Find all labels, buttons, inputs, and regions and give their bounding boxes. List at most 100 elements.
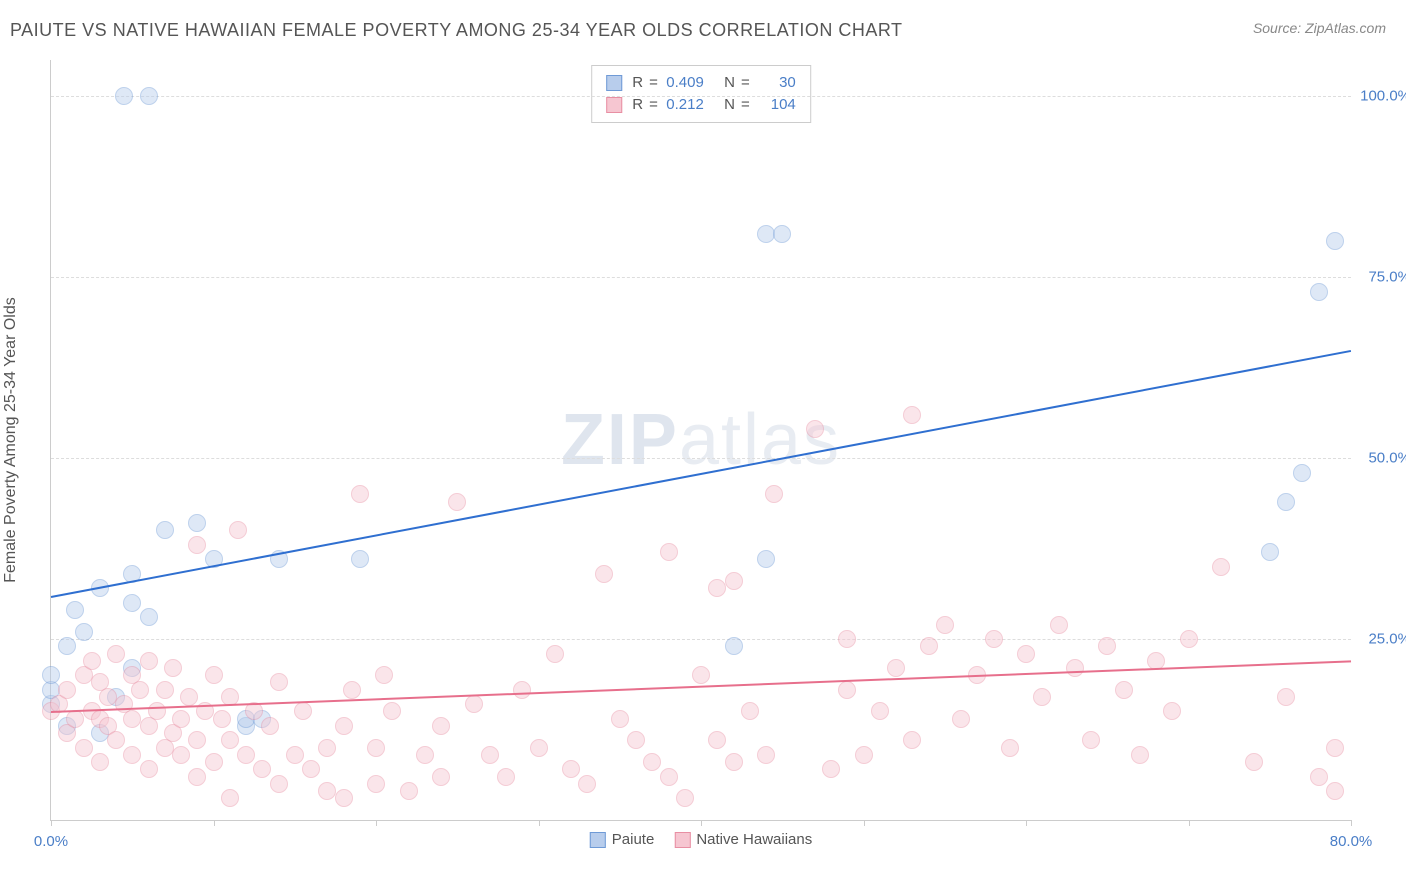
data-point [75, 739, 93, 757]
data-point [367, 739, 385, 757]
data-point [725, 637, 743, 655]
y-tick-label: 75.0% [1368, 269, 1406, 286]
y-tick-label: 50.0% [1368, 450, 1406, 467]
watermark: ZIPatlas [561, 399, 841, 481]
data-point [367, 775, 385, 793]
data-point [838, 630, 856, 648]
data-point [725, 572, 743, 590]
gridline [51, 458, 1351, 459]
legend-item: Native Hawaiians [674, 831, 812, 848]
stat-value-r: 0.409 [664, 72, 704, 94]
x-tick [51, 820, 52, 826]
data-point [676, 789, 694, 807]
data-point [91, 753, 109, 771]
data-point [1033, 688, 1051, 706]
stat-label-n: N [724, 94, 735, 116]
data-point [318, 739, 336, 757]
data-point [448, 493, 466, 511]
x-tick [701, 820, 702, 826]
stat-value-r: 0.212 [664, 94, 704, 116]
x-tick [1026, 820, 1027, 826]
chart-title: PAIUTE VS NATIVE HAWAIIAN FEMALE POVERTY… [10, 20, 903, 41]
data-point [1131, 746, 1149, 764]
data-point [335, 717, 353, 735]
data-point [261, 717, 279, 735]
data-point [855, 746, 873, 764]
gridline [51, 96, 1351, 97]
x-tick [1189, 820, 1190, 826]
x-tick [539, 820, 540, 826]
data-point [530, 739, 548, 757]
data-point [985, 630, 1003, 648]
data-point [741, 702, 759, 720]
data-point [660, 768, 678, 786]
plot-area: ZIPatlas Female Poverty Among 25-34 Year… [50, 60, 1351, 821]
data-point [123, 594, 141, 612]
data-point [1326, 232, 1344, 250]
data-point [725, 753, 743, 771]
data-point [822, 760, 840, 778]
data-point [1066, 659, 1084, 677]
legend-item: Paiute [590, 831, 655, 848]
data-point [83, 652, 101, 670]
data-point [188, 514, 206, 532]
data-point [107, 645, 125, 663]
legend-swatch [606, 97, 622, 113]
legend-label: Paiute [612, 831, 655, 848]
data-point [1245, 753, 1263, 771]
x-tick [864, 820, 865, 826]
data-point [156, 681, 174, 699]
data-point [123, 746, 141, 764]
data-point [1050, 616, 1068, 634]
y-axis-label: Female Poverty Among 25-34 Year Olds [2, 297, 20, 583]
data-point [140, 87, 158, 105]
gridline [51, 277, 1351, 278]
data-point [294, 702, 312, 720]
data-point [1310, 283, 1328, 301]
data-point [416, 746, 434, 764]
data-point [627, 731, 645, 749]
data-point [1098, 637, 1116, 655]
data-point [465, 695, 483, 713]
data-point [1180, 630, 1198, 648]
x-tick [214, 820, 215, 826]
data-point [140, 760, 158, 778]
data-point [1277, 688, 1295, 706]
data-point [497, 768, 515, 786]
data-point [903, 406, 921, 424]
data-point [692, 666, 710, 684]
data-point [1163, 702, 1181, 720]
data-point [343, 681, 361, 699]
data-point [253, 760, 271, 778]
data-point [952, 710, 970, 728]
data-point [270, 775, 288, 793]
data-point [140, 608, 158, 626]
gridline [51, 639, 1351, 640]
data-point [302, 760, 320, 778]
trendline [51, 350, 1351, 598]
legend-swatch [590, 832, 606, 848]
data-point [229, 521, 247, 539]
data-point [156, 521, 174, 539]
x-tick [376, 820, 377, 826]
data-point [1326, 739, 1344, 757]
legend-swatch [674, 832, 690, 848]
x-tick-label: 80.0% [1330, 833, 1373, 850]
data-point [773, 225, 791, 243]
data-point [400, 782, 418, 800]
data-point [1082, 731, 1100, 749]
data-point [58, 637, 76, 655]
data-point [546, 645, 564, 663]
data-point [107, 731, 125, 749]
data-point [140, 652, 158, 670]
data-point [708, 579, 726, 597]
data-point [806, 420, 824, 438]
data-point [205, 666, 223, 684]
data-point [1017, 645, 1035, 663]
data-point [58, 681, 76, 699]
data-point [432, 717, 450, 735]
data-point [1310, 768, 1328, 786]
data-point [180, 688, 198, 706]
data-point [871, 702, 889, 720]
data-point [66, 601, 84, 619]
